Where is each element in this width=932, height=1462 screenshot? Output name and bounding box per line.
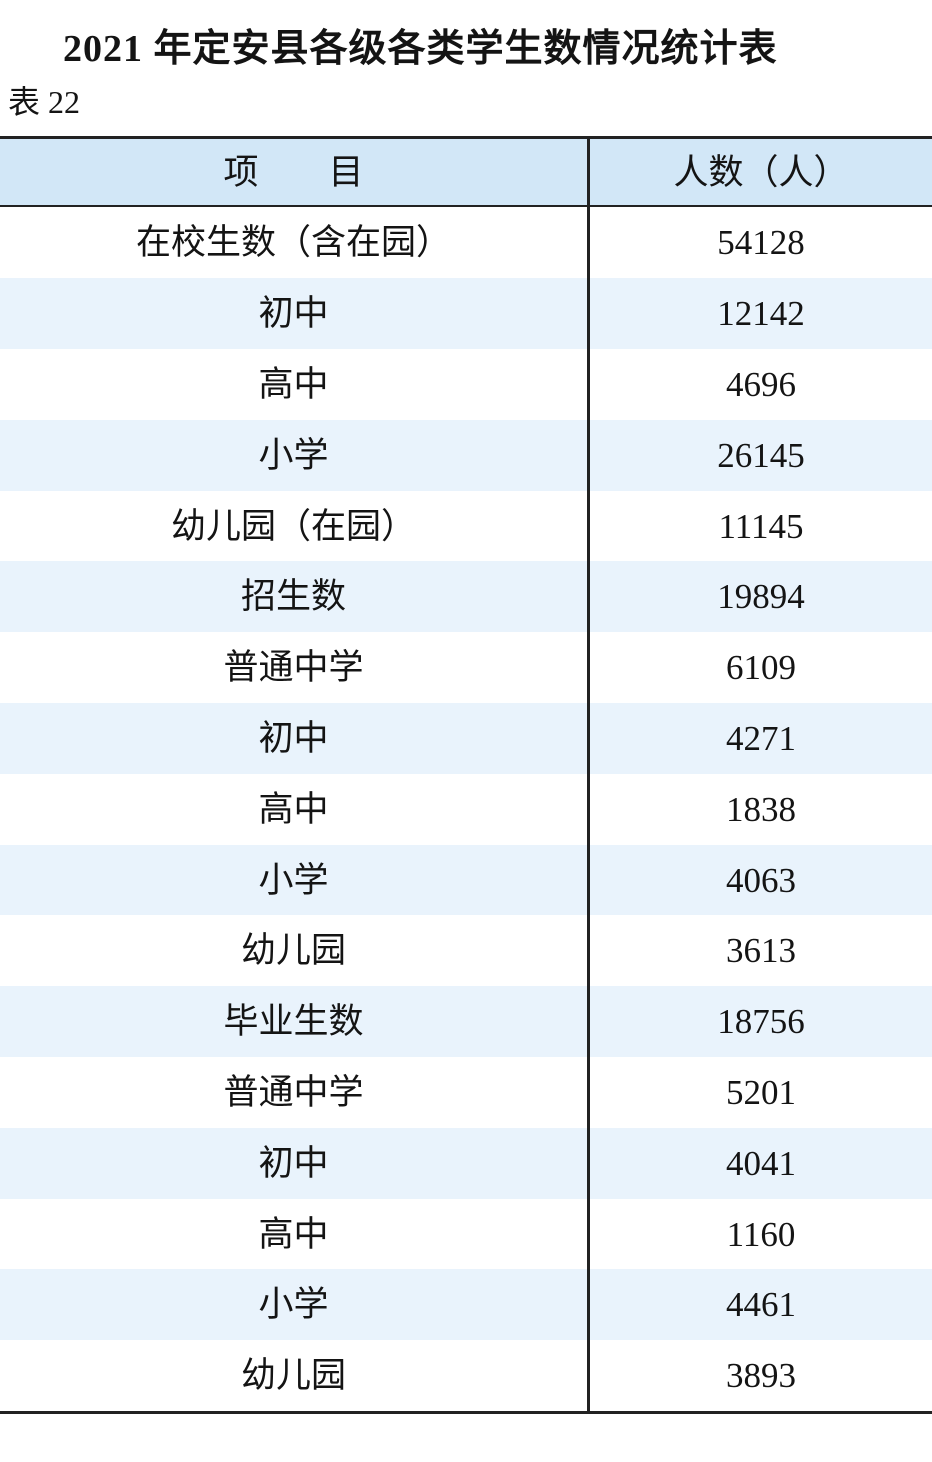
table-row: 普通中学 6109	[0, 632, 932, 704]
item-cell: 初中	[0, 703, 590, 774]
value-cell: 54128	[717, 223, 805, 263]
value-cell: 12142	[717, 294, 805, 334]
item-cell: 小学	[0, 1269, 590, 1341]
table-row: 幼儿园 3613	[0, 915, 932, 987]
value-cell: 1160	[726, 1214, 796, 1254]
page-title: 2021 年定安县各级各类学生数情况统计表	[63, 28, 778, 70]
value-cell: 4041	[726, 1143, 796, 1183]
value-cell: 1838	[726, 789, 796, 829]
table-row: 初中 12142	[0, 278, 932, 350]
table-row: 高中 1838	[0, 773, 932, 845]
table-row: 在校生数（含在园） 54128	[0, 207, 932, 279]
table-row: 小学 26145	[0, 419, 932, 491]
value-cell: 19894	[717, 577, 805, 617]
value-cell: 4696	[726, 364, 796, 404]
item-cell: 小学	[0, 419, 590, 491]
students-statistics-table: 项 目 人数（人） 在校生数（含在园） 54128 初中 12142 高中 4696 小学 2…	[0, 136, 932, 1415]
table-row: 小学 4461	[0, 1269, 932, 1341]
item-cell: 小学	[0, 844, 590, 916]
value-cell: 26145	[717, 435, 805, 475]
header-count-column: 人数（人）	[673, 152, 849, 192]
table-row: 招生数 19894	[0, 561, 932, 633]
table-row: 幼儿园（在园） 11145	[0, 490, 932, 562]
item-cell: 幼儿园（在园）	[0, 490, 590, 562]
value-cell: 11145	[718, 506, 804, 546]
item-cell: 高中	[0, 773, 590, 845]
item-cell: 初中	[0, 1127, 590, 1199]
table-number-label: 表 22	[8, 84, 81, 121]
value-cell: 4063	[726, 860, 796, 900]
item-cell: 毕业生数	[0, 986, 590, 1058]
table-row: 初中 4041	[0, 1127, 932, 1199]
value-cell: 4461	[726, 1285, 796, 1325]
table-body: 在校生数（含在园） 54128 初中 12142 高中 4696 小学 26145 幼儿园（在园…	[0, 207, 932, 1412]
header-item-column: 项 目	[0, 139, 590, 206]
item-cell: 初中	[0, 278, 590, 350]
value-cell: 18756	[717, 1002, 805, 1042]
value-cell: 4271	[726, 718, 796, 758]
value-cell: 3613	[726, 931, 796, 971]
table-row: 小学 4063	[0, 844, 932, 916]
item-cell: 幼儿园	[0, 915, 590, 987]
item-cell: 招生数	[0, 561, 590, 633]
value-cell: 6109	[726, 648, 796, 688]
table-row: 幼儿园 3893	[0, 1340, 932, 1412]
item-cell: 在校生数（含在园）	[0, 207, 590, 279]
table-row: 毕业生数 18756	[0, 986, 932, 1058]
item-cell: 普通中学	[0, 632, 590, 704]
item-cell: 幼儿园	[0, 1340, 590, 1412]
table-row: 普通中学 5201	[0, 1057, 932, 1128]
item-cell: 高中	[0, 349, 590, 420]
item-cell: 普通中学	[0, 1057, 590, 1128]
value-cell: 5201	[726, 1072, 796, 1112]
table-row: 高中 4696	[0, 349, 932, 420]
table-row: 高中 1160	[0, 1198, 932, 1270]
item-cell: 高中	[0, 1198, 590, 1270]
table-row: 初中 4271	[0, 703, 932, 774]
table-header-row: 项 目 人数（人）	[0, 139, 932, 208]
value-cell: 3893	[726, 1356, 796, 1396]
